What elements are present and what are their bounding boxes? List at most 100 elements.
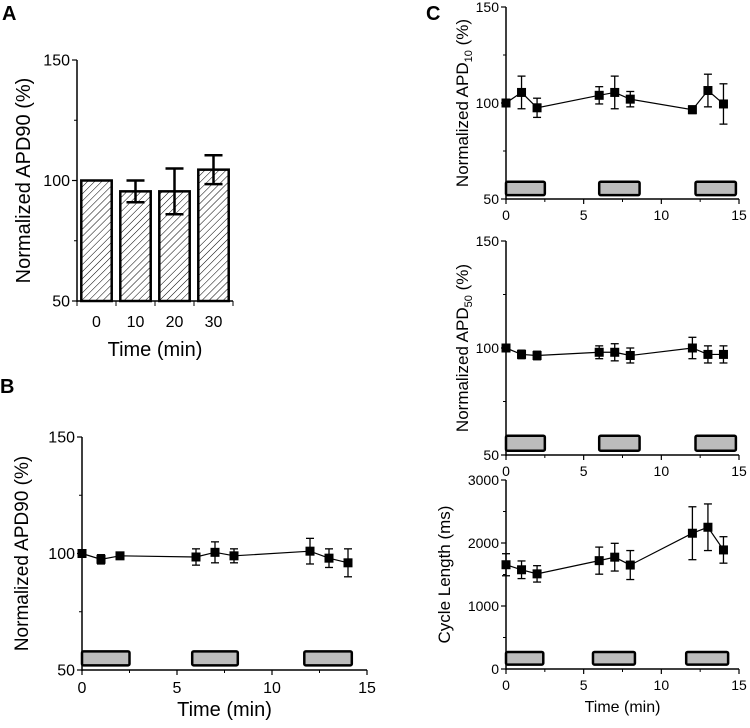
- error-bar: [126, 179, 145, 204]
- stimulus-bar: [190, 650, 240, 667]
- x-tick-label: 20: [166, 314, 184, 331]
- x-tick-label: 10: [654, 463, 670, 479]
- data-point: [501, 343, 511, 353]
- data-point: [718, 349, 728, 359]
- stimulus-bar: [591, 650, 637, 666]
- y-tick-label: 150: [43, 53, 70, 70]
- x-tick-label: 30: [205, 314, 223, 331]
- data-point: [517, 349, 527, 359]
- data-point: [625, 560, 635, 570]
- data-point: [343, 558, 353, 568]
- y-tick-label: 0: [491, 661, 499, 677]
- data-point: [594, 347, 604, 357]
- y-tick-label: 50: [483, 191, 499, 207]
- y-axis-label-unit: (%): [453, 19, 472, 50]
- data-point: [115, 551, 125, 561]
- stimulus-bar: [684, 650, 730, 666]
- x-tick-label: 5: [580, 207, 588, 223]
- data-point: [687, 105, 697, 115]
- error-bar: [204, 153, 223, 186]
- data-point: [229, 551, 239, 561]
- y-tick-label: 150: [476, 0, 500, 15]
- x-tick-label: 10: [127, 314, 145, 331]
- data-point: [210, 547, 220, 557]
- y-tick-label: 100: [476, 95, 500, 111]
- data-point: [594, 90, 604, 100]
- data-point: [594, 556, 604, 566]
- bar: [80, 179, 113, 303]
- x-axis-label: Time (min): [108, 339, 203, 361]
- chart-c-apd10: 50 100 150 0 5 10 15 Normalized APD10 (%): [453, 0, 747, 223]
- x-axis-label: Time (min): [177, 699, 272, 721]
- x-tick-label: 15: [731, 463, 747, 479]
- y-tick-label: 100: [476, 340, 500, 356]
- x-tick-label: 0: [502, 207, 510, 223]
- panel-label-a: A: [2, 3, 16, 25]
- bar: [119, 190, 152, 303]
- stimulus-bar: [504, 434, 547, 452]
- data-point: [77, 549, 87, 558]
- y-tick-label: 1000: [468, 598, 499, 614]
- x-tick-label: 5: [173, 680, 182, 697]
- stimulus-bar: [504, 180, 547, 197]
- data-point: [610, 347, 620, 357]
- y-axis-label-main: Normalized APD: [453, 307, 472, 432]
- panel-label-c: C: [426, 3, 440, 25]
- stimulus-bar: [597, 180, 641, 197]
- x-tick-label: 15: [731, 207, 747, 223]
- data-point: [718, 99, 728, 109]
- x-tick-label: 0: [78, 680, 87, 697]
- x-tick-label: 10: [263, 680, 281, 697]
- y-tick-label: 150: [48, 430, 75, 447]
- data-point: [191, 552, 201, 562]
- data-point: [96, 554, 106, 564]
- data-point: [703, 349, 713, 359]
- y-tick-label: 100: [48, 546, 75, 563]
- error-bar: [165, 167, 184, 216]
- x-tick-label: 5: [580, 463, 588, 479]
- y-axis-label: Cycle Length (ms): [435, 506, 454, 644]
- y-tick-label: 50: [57, 663, 75, 680]
- y-tick-label: 2000: [468, 535, 499, 551]
- data-point: [687, 528, 697, 538]
- x-tick-label: 0: [92, 314, 101, 331]
- y-axis-label-main: Normalized APD: [453, 62, 472, 187]
- stimulus-bar: [694, 434, 738, 452]
- data-point: [532, 569, 542, 579]
- stimulus-bar: [80, 650, 131, 667]
- stimulus-bar: [303, 650, 354, 667]
- data-point: [703, 86, 713, 96]
- data-point: [501, 560, 511, 570]
- data-point: [687, 343, 697, 353]
- data-point: [305, 546, 315, 556]
- chart-b: 50 100 150 0 5 10 15 Normalized APD90 (%) Time (…: [12, 430, 376, 721]
- y-tick-label: 100: [43, 173, 70, 190]
- y-tick-label: 50: [52, 294, 70, 311]
- data-point: [610, 552, 620, 562]
- data-point: [324, 553, 334, 563]
- data-point: [532, 350, 542, 360]
- data-point: [517, 87, 527, 97]
- y-axis-label: Normalized APD50 (%): [453, 264, 475, 432]
- x-tick-label: 5: [580, 677, 588, 693]
- data-point: [703, 522, 713, 532]
- chart-c-cl: 0 1000 2000 3000 0 5 10 15 Cycle Length (ms) Time…: [435, 472, 747, 716]
- y-axis-label-subscript: 50: [463, 295, 475, 307]
- y-axis-label: Normalized APD10 (%): [453, 19, 475, 187]
- stimulus-bar: [597, 434, 641, 452]
- data-point: [517, 565, 527, 575]
- panel-label-b: B: [0, 376, 14, 398]
- x-tick-label: 15: [731, 677, 747, 693]
- y-tick-label: 50: [483, 447, 499, 463]
- y-tick-label: 150: [476, 233, 500, 249]
- bar: [197, 168, 230, 303]
- data-point: [625, 94, 635, 104]
- y-axis-label-subscript: 10: [463, 50, 475, 62]
- x-tick-label: 0: [502, 677, 510, 693]
- y-axis-label: Normalized APD90 (%): [13, 78, 35, 284]
- y-axis-label-unit: (%): [453, 264, 472, 295]
- data-point: [532, 103, 542, 113]
- stimulus-bar: [694, 180, 738, 197]
